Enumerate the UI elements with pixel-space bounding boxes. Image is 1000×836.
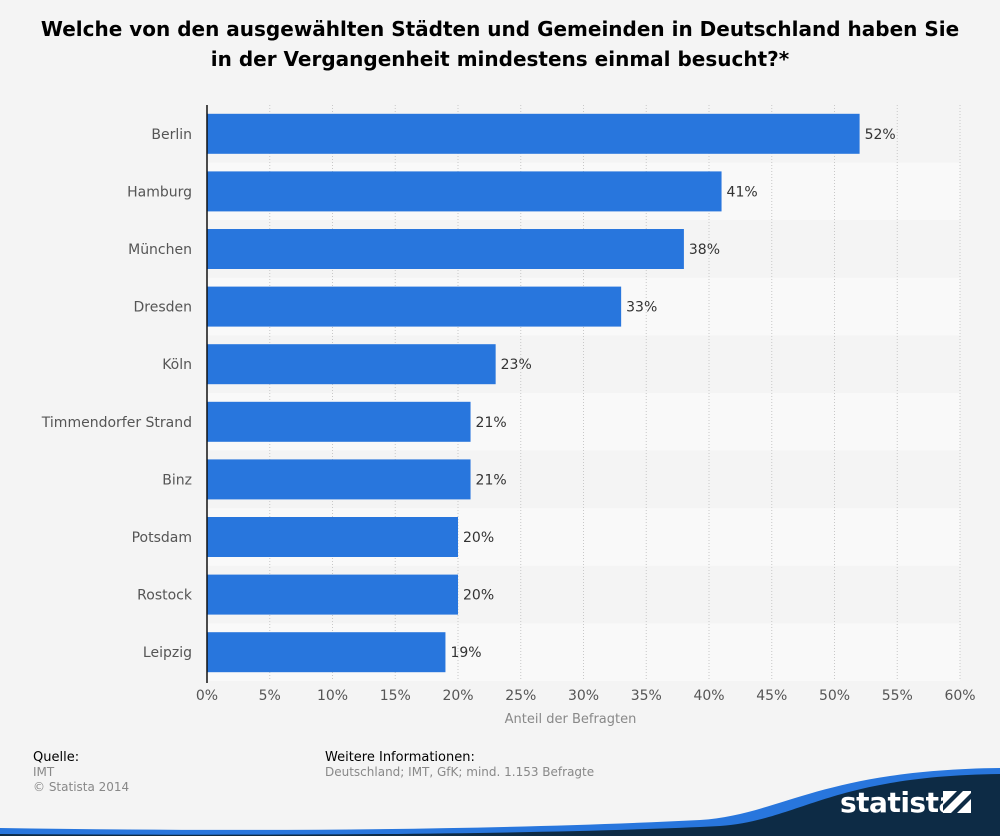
category-label: Köln (162, 357, 192, 373)
bar-m-nchen (207, 229, 684, 269)
x-tick-label: 20% (442, 688, 473, 704)
brand-wave-dark (0, 774, 1000, 836)
category-label: Hamburg (127, 184, 192, 200)
bar-potsdam (207, 517, 458, 557)
data-label: 21% (476, 415, 507, 431)
x-tick-label: 15% (380, 688, 411, 704)
category-label: Berlin (151, 127, 192, 143)
x-tick-label: 25% (505, 688, 536, 704)
bar-leipzig (207, 632, 446, 673)
category-label: Binz (162, 472, 192, 488)
brand-wave-accent (0, 768, 1000, 836)
title-line-1: Welche von den ausgewählten Städten und … (40, 17, 960, 41)
x-tick-label: 5% (259, 688, 281, 704)
category-label: München (128, 242, 192, 258)
bar-berlin (207, 113, 860, 154)
data-label: 21% (476, 472, 507, 488)
bar-k-ln (207, 344, 496, 385)
x-tick-label: 45% (756, 688, 787, 704)
x-axis-title: Anteil der Befragten (505, 712, 637, 727)
x-tick-label: 0% (196, 688, 218, 704)
category-label: Rostock (137, 588, 193, 604)
data-label: 19% (450, 645, 481, 661)
data-label: 23% (501, 357, 532, 373)
info-block: Weitere Informationen: Deutschland; IMT,… (325, 750, 594, 780)
x-tick-label: 55% (882, 688, 913, 704)
data-label: 33% (626, 300, 657, 316)
info-text: Deutschland; IMT, GfK; mind. 1.153 Befra… (325, 765, 595, 779)
data-label: 20% (463, 588, 494, 604)
statista-logo[interactable]: statista (840, 786, 957, 819)
x-tick-label: 30% (568, 688, 599, 704)
bar-dresden (207, 286, 622, 327)
data-label: 20% (463, 530, 494, 546)
bar-timmendorfer-strand (207, 401, 471, 442)
chart-title: Welche von den ausgewählten Städten und … (0, 14, 1000, 74)
source-line-2: © Statista 2014 (33, 780, 130, 794)
category-label: Dresden (133, 300, 192, 316)
source-block: Quelle: IMT © Statista 2014 (33, 750, 129, 795)
x-tick-label: 50% (819, 688, 850, 704)
brand-wave (0, 768, 1000, 836)
bar-chart: Berlin 52% Hamburg 41% München 38% Dresden 33% K… (41, 105, 976, 727)
bar-binz (207, 459, 471, 500)
statista-logo-icon (943, 791, 971, 813)
data-label: 41% (727, 184, 758, 200)
x-tick-label: 35% (631, 688, 662, 704)
category-label: Timmendorfer Strand (41, 415, 192, 431)
data-label: 38% (689, 242, 720, 258)
data-label: 52% (865, 127, 896, 143)
bar-rostock (207, 574, 458, 615)
title-line-2: in der Vergangenheit mindestens einmal b… (210, 47, 790, 71)
x-tick-label: 40% (693, 688, 724, 704)
info-heading: Weitere Informationen: (325, 750, 475, 765)
category-label: Potsdam (132, 530, 192, 546)
x-tick-label: 10% (317, 688, 348, 704)
x-tick-label: 60% (944, 688, 975, 704)
bar-hamburg (207, 171, 722, 212)
source-line-1: IMT (33, 765, 55, 779)
category-label: Leipzig (143, 645, 192, 661)
source-heading: Quelle: (33, 750, 80, 765)
